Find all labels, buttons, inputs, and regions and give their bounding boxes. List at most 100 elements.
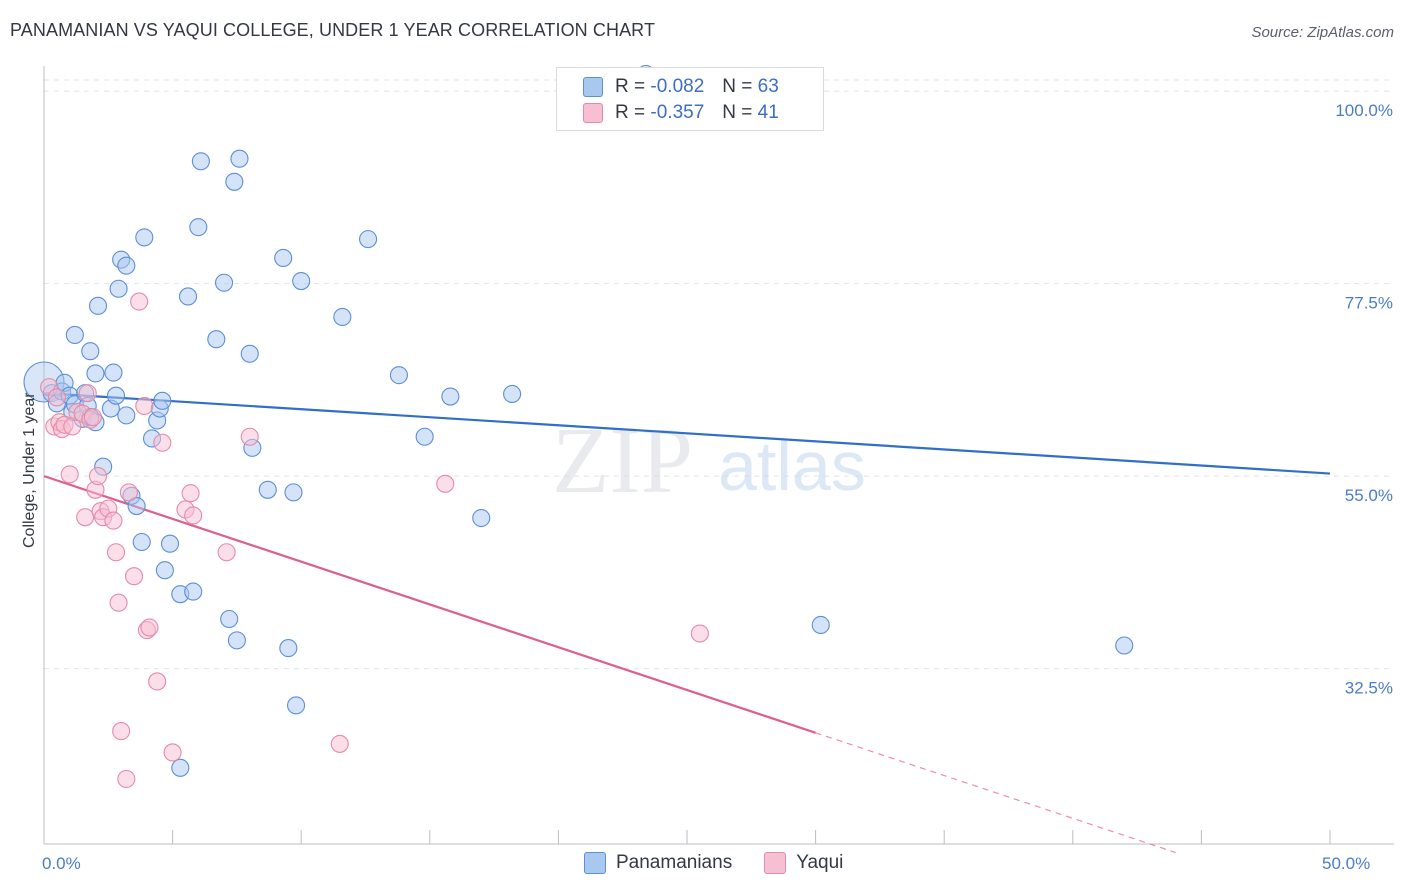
data-point-yaqui — [124, 567, 144, 586]
data-point-panamanians — [214, 273, 234, 292]
legend-n-value: 63 — [757, 76, 779, 97]
data-point-panamanians — [155, 561, 174, 580]
legend-item-panamanians[interactable]: Panamanians — [584, 852, 732, 874]
watermark-zip: ZIP — [552, 409, 693, 513]
legend-r-label: R = — [615, 102, 646, 123]
grid-layer — [44, 79, 1394, 670]
y-tick-label: 32.5% — [1345, 679, 1393, 698]
y-tick-label: 55.0% — [1345, 486, 1393, 505]
correlation-legend: R = -0.082 N = 63 R = -0.357 N = 41 — [556, 67, 824, 131]
data-point-panamanians — [104, 363, 123, 382]
data-point-panamanians — [240, 344, 259, 363]
legend-label-panamanians: Panamanians — [616, 852, 733, 873]
legend-swatch-pink — [583, 103, 603, 123]
axis-layer: 32.5% 55.0% 77.5% 100.0% — [43, 66, 1394, 845]
data-point-panamanians — [389, 366, 408, 385]
data-point-yaqui — [240, 427, 259, 446]
data-point-panamanians — [81, 342, 100, 361]
data-point-panamanians — [1115, 636, 1134, 655]
data-point-panamanians — [441, 387, 460, 406]
data-point-panamanians — [117, 256, 136, 275]
points-layer — [23, 64, 1134, 789]
data-point-panamanians — [189, 218, 208, 237]
data-point-yaqui — [184, 506, 203, 525]
legend-swatch-blue — [583, 77, 603, 97]
data-point-panamanians — [65, 325, 84, 344]
legend-row-panamanians: R = -0.082 N = 63 — [583, 75, 779, 99]
legend-row-yaqui: R = -0.357 N = 41 — [583, 101, 779, 125]
x-tick-label-min: 0.0% — [42, 854, 81, 873]
data-point-yaqui — [76, 508, 95, 527]
data-point-panamanians — [109, 279, 128, 298]
data-point-panamanians — [153, 391, 172, 410]
legend-item-yaqui[interactable]: Yaqui — [764, 852, 843, 874]
data-point-yaqui — [135, 396, 154, 416]
data-point-panamanians — [359, 230, 378, 249]
legend-n-value: 41 — [757, 102, 779, 123]
data-point-panamanians — [106, 386, 126, 405]
data-point-yaqui — [47, 388, 66, 407]
data-point-panamanians — [132, 532, 151, 552]
data-point-panamanians — [184, 582, 203, 601]
data-point-panamanians — [287, 696, 306, 715]
data-point-panamanians — [86, 364, 105, 383]
data-point-panamanians — [284, 483, 303, 502]
data-point-panamanians — [127, 497, 146, 516]
legend-swatch-pink — [764, 852, 787, 874]
data-point-yaqui — [148, 672, 167, 691]
legend-r-label: R = — [615, 76, 646, 97]
data-point-panamanians — [503, 384, 522, 404]
data-point-panamanians — [227, 631, 246, 650]
data-point-yaqui — [109, 593, 128, 612]
data-point-yaqui — [104, 511, 123, 530]
data-point-panamanians — [160, 534, 180, 553]
data-point-panamanians — [292, 271, 311, 291]
trend-line-panamanians — [43, 392, 1331, 475]
data-point-panamanians — [171, 758, 190, 777]
chart-title: PANAMANIAN VS YAQUI COLLEGE, UNDER 1 YEA… — [10, 20, 656, 40]
data-point-yaqui — [78, 384, 97, 403]
data-point-yaqui — [140, 618, 159, 637]
data-point-panamanians — [230, 149, 249, 168]
legend-swatch-blue — [584, 852, 606, 874]
trend-line-extension-yaqui — [815, 732, 1176, 854]
data-point-panamanians — [88, 296, 108, 315]
y-tick-label: 100.0% — [1335, 101, 1393, 120]
data-point-panamanians — [258, 480, 277, 499]
watermark-atlas: atlas — [718, 427, 866, 505]
y-tick-label: 77.5% — [1345, 294, 1393, 313]
data-point-panamanians — [220, 609, 239, 629]
series-legend: Panamanians Yaqui — [584, 852, 875, 874]
data-point-panamanians — [191, 152, 210, 171]
data-point-yaqui — [112, 722, 131, 741]
x-tick-label-max: 50.0% — [1322, 854, 1370, 873]
y-axis-label: College, Under 1 year — [21, 392, 38, 548]
data-point-yaqui — [690, 624, 709, 643]
trend-line-yaqui — [43, 475, 816, 734]
data-point-yaqui — [130, 292, 149, 311]
legend-r-value: -0.357 — [650, 102, 705, 123]
legend-label-yaqui: Yaqui — [796, 852, 844, 873]
data-point-panamanians — [333, 307, 352, 327]
data-point-yaqui — [117, 769, 136, 789]
source-credit: Source: ZipAtlas.com — [1251, 24, 1394, 41]
data-point-panamanians — [225, 172, 244, 191]
data-point-yaqui — [119, 483, 138, 502]
data-point-panamanians — [811, 615, 830, 635]
trend-layer — [43, 392, 1331, 854]
data-point-yaqui — [88, 467, 108, 486]
legend-r-value: -0.082 — [650, 76, 705, 97]
data-point-yaqui — [217, 543, 236, 562]
data-point-yaqui — [181, 484, 200, 503]
data-point-yaqui — [60, 465, 79, 484]
data-point-panamanians — [274, 248, 293, 267]
data-point-panamanians — [207, 330, 226, 349]
legend-n-label: N = — [722, 102, 753, 123]
data-point-yaqui — [163, 743, 182, 762]
data-point-panamanians — [178, 287, 198, 306]
data-point-panamanians — [472, 508, 491, 528]
data-point-panamanians — [415, 427, 434, 446]
data-point-yaqui — [83, 408, 102, 427]
data-point-panamanians — [279, 639, 298, 658]
